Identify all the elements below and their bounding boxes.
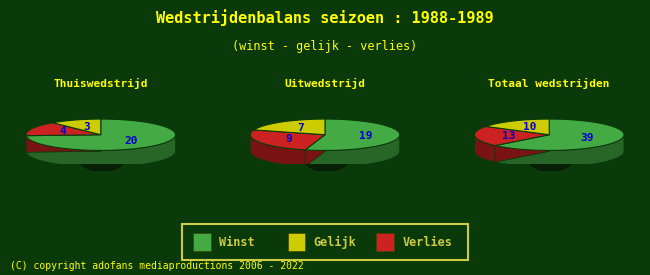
Polygon shape <box>26 123 101 136</box>
Polygon shape <box>495 119 624 150</box>
Text: 20: 20 <box>124 136 137 146</box>
Polygon shape <box>495 135 624 167</box>
Text: 10: 10 <box>523 122 536 132</box>
Text: 7: 7 <box>298 123 304 133</box>
Polygon shape <box>250 135 305 166</box>
Ellipse shape <box>525 133 577 172</box>
Text: Winst: Winst <box>219 235 255 249</box>
Text: Uitwedstrijd: Uitwedstrijd <box>285 78 365 89</box>
Polygon shape <box>26 119 176 150</box>
Polygon shape <box>486 119 549 135</box>
Text: 3: 3 <box>83 122 90 132</box>
Ellipse shape <box>300 133 352 172</box>
Text: Wedstrijdenbalans seizoen : 1988-1989: Wedstrijdenbalans seizoen : 1988-1989 <box>156 10 494 26</box>
Polygon shape <box>250 130 325 150</box>
Polygon shape <box>305 135 325 166</box>
Bar <box>288 233 305 251</box>
Text: 4: 4 <box>60 126 66 136</box>
Text: 19: 19 <box>359 131 372 141</box>
Ellipse shape <box>76 133 128 172</box>
Text: Thuiswedstrijd: Thuiswedstrijd <box>53 78 148 89</box>
Polygon shape <box>305 119 400 150</box>
Polygon shape <box>474 126 549 145</box>
Text: 39: 39 <box>580 133 594 143</box>
Text: 13: 13 <box>502 131 515 141</box>
Text: (winst - gelijk - verlies): (winst - gelijk - verlies) <box>233 40 417 53</box>
Polygon shape <box>26 135 101 152</box>
Polygon shape <box>305 136 400 167</box>
Bar <box>194 233 211 251</box>
Text: Verlies: Verlies <box>402 235 452 249</box>
Polygon shape <box>495 135 549 162</box>
Polygon shape <box>474 135 495 162</box>
Polygon shape <box>254 119 325 135</box>
Text: Gelijk: Gelijk <box>313 235 356 249</box>
Polygon shape <box>26 135 176 167</box>
Polygon shape <box>53 119 101 135</box>
Polygon shape <box>26 135 101 152</box>
Bar <box>376 233 394 251</box>
Polygon shape <box>495 135 549 162</box>
Text: 9: 9 <box>285 134 292 144</box>
FancyBboxPatch shape <box>182 224 468 260</box>
Polygon shape <box>305 135 325 166</box>
Text: (C) copyright adofans mediaproductions 2006 - 2022: (C) copyright adofans mediaproductions 2… <box>10 261 304 271</box>
Text: Totaal wedstrijden: Totaal wedstrijden <box>489 78 610 89</box>
